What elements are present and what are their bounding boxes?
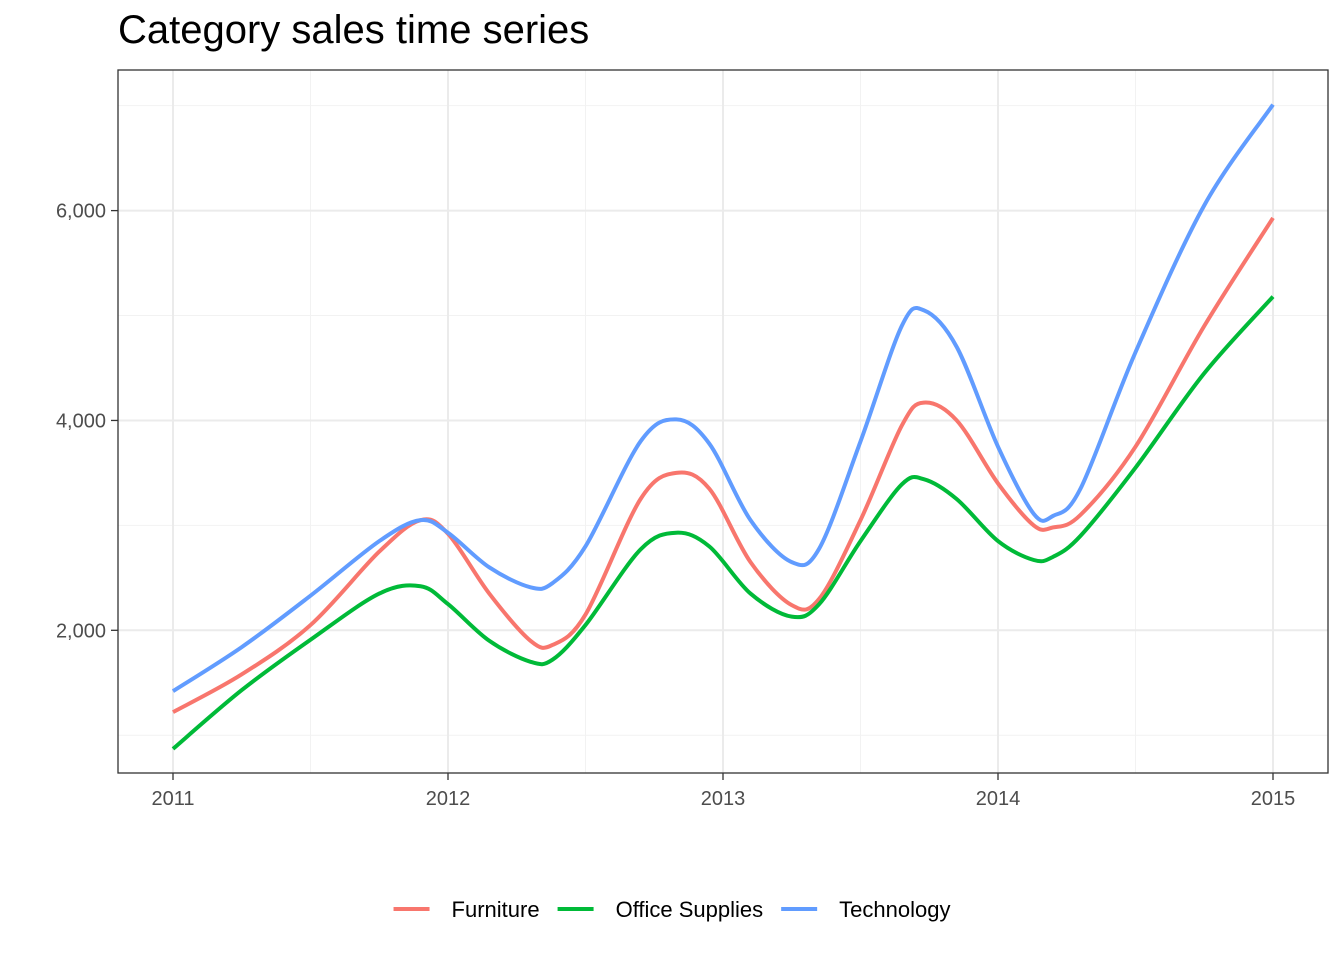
chart-title: Category sales time series: [118, 8, 590, 52]
y-tick-label: 2,000: [56, 620, 106, 642]
legend-item-furniture: Furniture: [393, 897, 540, 922]
legend-label-office-supplies: Office Supplies: [616, 897, 764, 922]
series-line-office-supplies: [171, 295, 1275, 751]
x-tick-label: 2011: [151, 788, 194, 810]
series-lines: [171, 103, 1275, 751]
legend-label-technology: Technology: [839, 897, 950, 922]
axes: 2011 2012 2013 2014 2015 2,000 4,000 6,000: [56, 201, 1295, 810]
x-tick-label: 2012: [426, 788, 471, 810]
legend-item-office-supplies: Office Supplies: [557, 897, 764, 922]
legend: Furniture Office Supplies Technology: [393, 897, 950, 922]
series-line-technology: [171, 103, 1275, 693]
x-tick-label: 2013: [701, 788, 746, 810]
legend-item-technology: Technology: [781, 897, 950, 922]
x-tick-label: 2014: [976, 788, 1021, 810]
x-tick-label: 2015: [1251, 788, 1296, 810]
grid-lines: [118, 70, 1328, 773]
y-tick-label: 4,000: [56, 410, 106, 432]
y-tick-label: 6,000: [56, 201, 106, 223]
legend-label-furniture: Furniture: [452, 897, 540, 922]
